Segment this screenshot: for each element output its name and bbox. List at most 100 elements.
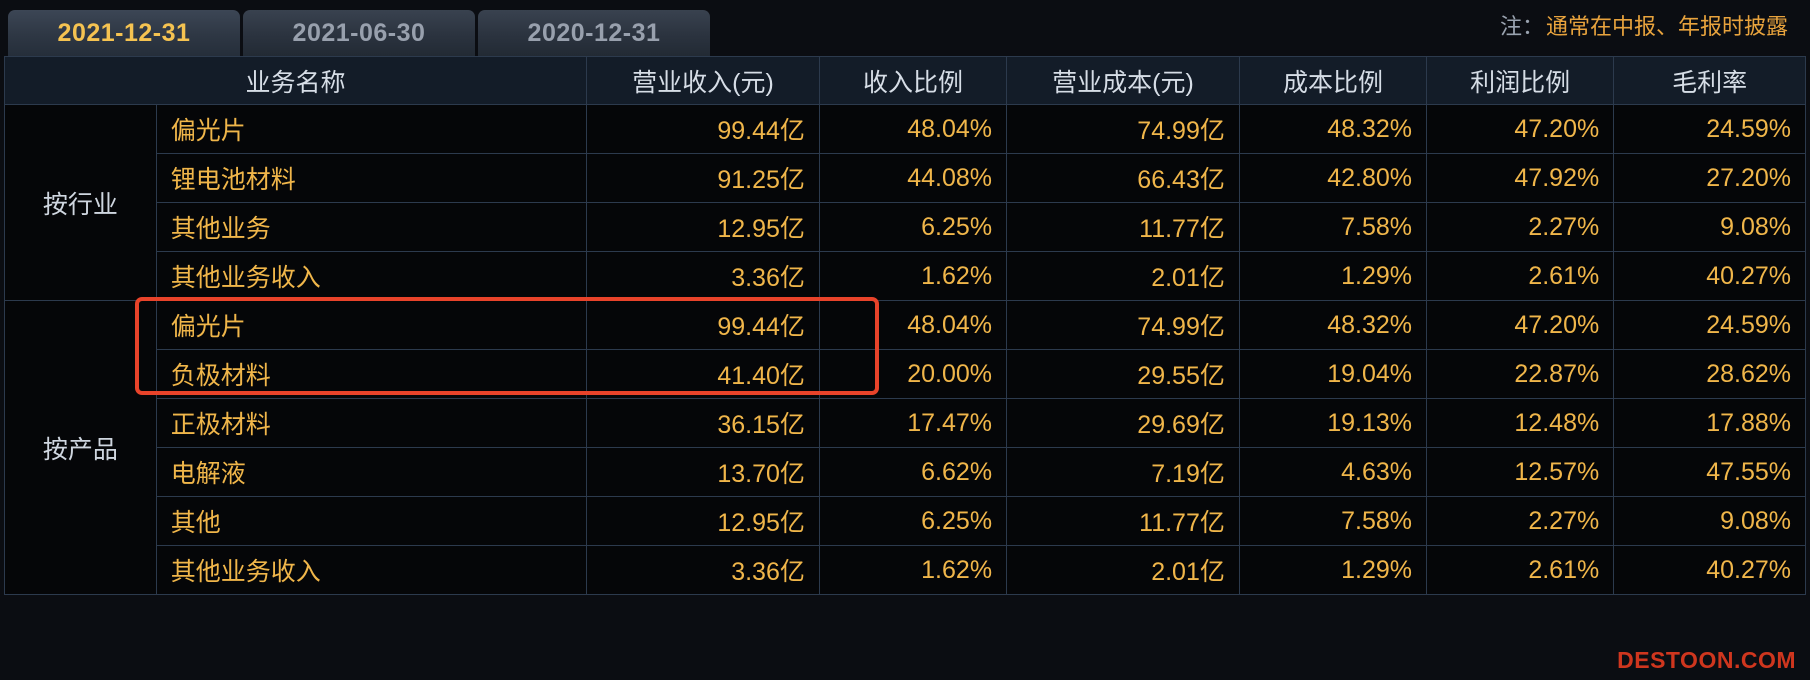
period-tab-bar: 2021-12-31 2021-06-30 2020-12-31 <box>0 0 1810 56</box>
col-header-business-name: 业务名称 <box>3 56 588 105</box>
cell-revenue: 13.70亿 <box>586 447 820 497</box>
cell-revenue-ratio: 48.04% <box>818 300 1008 350</box>
cell-profit-ratio: 47.20% <box>1426 104 1615 154</box>
cell-profit-ratio: 47.92% <box>1426 153 1615 203</box>
table-row[interactable]: 电解液 13.70亿 6.62% 7.19亿 4.63% 12.57% 47.5… <box>5 447 1806 497</box>
col-header-cost: 营业成本(元) <box>1006 56 1240 105</box>
group-label-product: 按产品 <box>4 300 157 595</box>
table-row[interactable]: 其他业务 12.95亿 6.25% 11.77亿 7.58% 2.27% 9.0… <box>5 202 1806 252</box>
cell-cost: 2.01亿 <box>1006 251 1240 301</box>
cell-cost: 11.77亿 <box>1006 202 1240 252</box>
table-row[interactable]: 其他业务收入 3.36亿 1.62% 2.01亿 1.29% 2.61% 40.… <box>5 251 1806 301</box>
tab-2021-12-31[interactable]: 2021-12-31 <box>8 10 240 56</box>
note-label: 注： <box>1499 14 1544 39</box>
cell-profit-ratio: 2.27% <box>1426 496 1615 546</box>
cell-revenue-ratio: 6.25% <box>818 202 1008 252</box>
col-header-profit-ratio: 利润比例 <box>1426 56 1615 105</box>
cell-revenue: 3.36亿 <box>586 545 820 595</box>
cell-revenue: 99.44亿 <box>586 300 820 350</box>
cell-business-name: 负极材料 <box>155 349 588 399</box>
cell-cost: 29.69亿 <box>1006 398 1240 448</box>
cell-cost: 74.99亿 <box>1006 104 1240 154</box>
cell-profit-ratio: 2.61% <box>1426 251 1615 301</box>
cell-gross-margin: 9.08% <box>1613 202 1806 252</box>
cell-revenue-ratio: 44.08% <box>818 153 1008 203</box>
col-header-gross-margin: 毛利率 <box>1613 56 1806 105</box>
table-row[interactable]: 正极材料 36.15亿 17.47% 29.69亿 19.13% 12.48% … <box>5 398 1806 448</box>
cell-gross-margin: 47.55% <box>1613 447 1806 497</box>
cell-cost-ratio: 7.58% <box>1238 496 1428 546</box>
cell-cost: 29.55亿 <box>1006 349 1240 399</box>
table-body: 按行业 偏光片 99.44亿 48.04% 74.99亿 48.32% 47.2… <box>4 104 1806 595</box>
cell-profit-ratio: 2.61% <box>1426 545 1615 595</box>
cell-business-name: 偏光片 <box>155 300 588 350</box>
cell-revenue: 3.36亿 <box>586 251 820 301</box>
cell-revenue-ratio: 6.62% <box>818 447 1008 497</box>
cell-gross-margin: 40.27% <box>1613 251 1806 301</box>
cell-business-name: 锂电池材料 <box>155 153 588 203</box>
cell-cost: 11.77亿 <box>1006 496 1240 546</box>
cell-revenue-ratio: 6.25% <box>818 496 1008 546</box>
cell-gross-margin: 40.27% <box>1613 545 1806 595</box>
col-header-cost-ratio: 成本比例 <box>1238 56 1428 105</box>
note-value: 通常在中报、年报时披露 <box>1545 14 1788 39</box>
tab-label: 2021-12-31 <box>57 18 191 47</box>
cell-cost-ratio: 1.29% <box>1238 251 1428 301</box>
cell-gross-margin: 24.59% <box>1613 300 1806 350</box>
cell-business-name: 其他业务 <box>155 202 588 252</box>
cell-revenue-ratio: 48.04% <box>818 104 1008 154</box>
cell-revenue: 12.95亿 <box>586 496 820 546</box>
disclosure-note: 注： 通常在中报、年报时披露 <box>1500 9 1788 41</box>
cell-business-name: 偏光片 <box>155 104 588 154</box>
cell-cost-ratio: 19.13% <box>1238 398 1428 448</box>
business-breakdown-table: 业务名称 营业收入(元) 收入比例 营业成本(元) 成本比例 利润比例 毛利率 … <box>3 56 1806 595</box>
col-header-revenue-ratio: 收入比例 <box>818 56 1008 105</box>
cell-gross-margin: 28.62% <box>1613 349 1806 399</box>
breakdown-table-wrap: 业务名称 营业收入(元) 收入比例 营业成本(元) 成本比例 利润比例 毛利率 … <box>3 56 1806 595</box>
cell-profit-ratio: 2.27% <box>1426 202 1615 252</box>
group-label-industry: 按行业 <box>4 104 157 301</box>
cell-business-name: 电解液 <box>155 447 588 497</box>
cell-cost-ratio: 48.32% <box>1238 104 1428 154</box>
cell-cost: 7.19亿 <box>1006 447 1240 497</box>
cell-profit-ratio: 12.48% <box>1426 398 1615 448</box>
cell-gross-margin: 17.88% <box>1613 398 1806 448</box>
cell-profit-ratio: 12.57% <box>1426 447 1615 497</box>
cell-business-name: 其他 <box>155 496 588 546</box>
cell-cost-ratio: 19.04% <box>1238 349 1428 399</box>
cell-profit-ratio: 22.87% <box>1426 349 1615 399</box>
cell-cost: 74.99亿 <box>1006 300 1240 350</box>
cell-business-name: 正极材料 <box>155 398 588 448</box>
cell-profit-ratio: 47.20% <box>1426 300 1615 350</box>
table-row[interactable]: 锂电池材料 91.25亿 44.08% 66.43亿 42.80% 47.92%… <box>5 153 1806 203</box>
cell-cost: 66.43亿 <box>1006 153 1240 203</box>
cell-business-name: 其他业务收入 <box>155 251 588 301</box>
cell-revenue: 36.15亿 <box>586 398 820 448</box>
table-row[interactable]: 其他 12.95亿 6.25% 11.77亿 7.58% 2.27% 9.08% <box>5 496 1806 546</box>
table-row[interactable]: 按产品 偏光片 99.44亿 48.04% 74.99亿 48.32% 47.2… <box>4 300 1806 595</box>
cell-cost-ratio: 4.63% <box>1238 447 1428 497</box>
cell-revenue-ratio: 1.62% <box>818 545 1008 595</box>
cell-revenue-ratio: 17.47% <box>818 398 1008 448</box>
cell-revenue: 99.44亿 <box>586 104 820 154</box>
table-header-row: 业务名称 营业收入(元) 收入比例 营业成本(元) 成本比例 利润比例 毛利率 <box>3 56 1806 105</box>
cell-cost: 2.01亿 <box>1006 545 1240 595</box>
table-row[interactable]: 其他业务收入 3.36亿 1.62% 2.01亿 1.29% 2.61% 40.… <box>5 545 1806 595</box>
site-watermark: DESTOON.COM <box>1617 647 1796 673</box>
tab-label: 2020-12-31 <box>527 18 661 47</box>
tab-2021-06-30[interactable]: 2021-06-30 <box>243 10 475 56</box>
cell-revenue: 41.40亿 <box>586 349 820 399</box>
cell-revenue-ratio: 20.00% <box>818 349 1008 399</box>
cell-gross-margin: 9.08% <box>1613 496 1806 546</box>
tab-label: 2021-06-30 <box>292 18 426 47</box>
cell-cost-ratio: 48.32% <box>1238 300 1428 350</box>
tab-2020-12-31[interactable]: 2020-12-31 <box>478 10 710 56</box>
cell-revenue: 91.25亿 <box>586 153 820 203</box>
cell-cost-ratio: 1.29% <box>1238 545 1428 595</box>
table-row[interactable]: 按行业 偏光片 99.44亿 48.04% 74.99亿 48.32% 47.2… <box>4 104 1806 301</box>
cell-cost-ratio: 42.80% <box>1238 153 1428 203</box>
cell-revenue-ratio: 1.62% <box>818 251 1008 301</box>
cell-gross-margin: 24.59% <box>1613 104 1806 154</box>
table-row[interactable]: 负极材料 41.40亿 20.00% 29.55亿 19.04% 22.87% … <box>5 349 1806 399</box>
